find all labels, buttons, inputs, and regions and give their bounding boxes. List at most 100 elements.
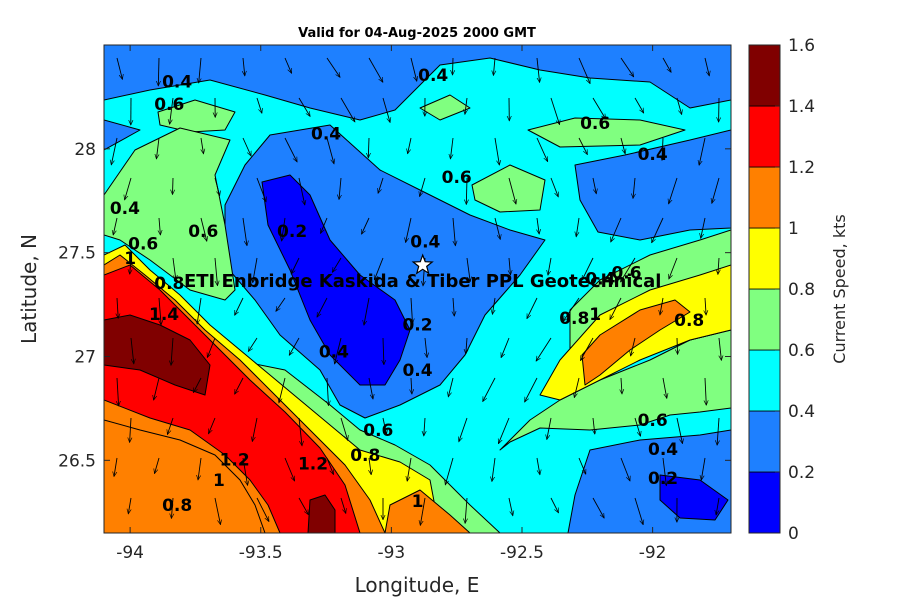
current-vector-arrow [154,377,160,400]
current-vector-arrow [509,257,511,275]
contour-label: 0.4 [402,361,432,381]
colorbar-tick-label: 1.2 [788,158,815,178]
current-vector-arrow [537,217,539,234]
speed-band-0.6-0.8 [471,164,546,213]
speed-band-1.0-1.2 [581,299,691,386]
site-label: ETI Enbridge Kaskida & Tiber PPL Geotech… [184,271,661,292]
speed-band-0.2-0.4 [574,129,731,241]
current-vector-arrow [125,177,132,200]
current-vector-arrow [284,457,295,481]
current-vector-arrow [253,257,258,283]
contour-label: 0.4 [311,124,341,144]
colorbar-tick-label: 0.4 [788,402,815,422]
current-vector-arrow [289,337,300,355]
current-vector-arrow [326,457,334,475]
contour-label: 1 [589,305,601,325]
colorbar-tick-label: 0 [788,524,799,544]
contour-label: 1 [124,249,136,269]
current-vector-arrow [279,377,286,403]
speed-band-0.6-0.8 [157,99,236,133]
current-vector-arrow [453,297,454,316]
colorbar-swatch [748,410,781,473]
current-vector-arrow [113,217,118,235]
current-vector-arrow [411,377,412,394]
current-vector-arrow [578,57,591,84]
contour-label: 0.8 [154,274,184,294]
current-vector-arrow [592,177,596,194]
current-vector-arrow [256,177,266,202]
current-vector-arrow [717,417,719,445]
current-vector-arrow [466,177,467,204]
contour-label: 0.4 [418,66,448,86]
current-vector-arrow [420,497,426,525]
current-vector-arrow [242,457,248,485]
current-vector-arrow [592,497,605,518]
current-vector-arrow [326,57,340,77]
current-vector-arrow [252,417,258,442]
current-vector-arrow [536,57,540,82]
current-vector-arrow [298,417,302,446]
y-axis: 26.5 27 27.5 28 [58,140,731,471]
current-vector-arrow [420,177,426,197]
x-axis-title: Longitude, E [355,573,480,597]
current-vector-arrow [593,417,595,434]
current-vector-arrow [327,377,329,406]
colorbar: 0 0.2 0.4 0.6 0.8 1 1.2 1.4 1.6 [748,36,815,544]
current-vector-arrow [368,57,383,82]
contour-label: 0.4 [319,342,349,362]
y-tick-label: 27 [74,347,96,367]
current-vector-arrow [276,297,286,311]
current-vector-arrow [214,497,221,525]
current-vector-arrow [117,377,119,406]
current-vector-arrow [712,177,720,203]
current-vector-arrow [494,217,500,239]
current-vector-arrow [492,297,495,314]
current-vector-arrow [117,297,118,318]
current-vector-arrow [256,97,262,113]
contour-label: 0.2 [277,222,307,242]
current-vector-arrow [494,137,499,165]
current-vector-arrow [550,177,558,197]
speed-band-1.4-1.6 [104,314,211,396]
current-vector-arrow [676,97,682,115]
contour-label: 0.8 [674,311,704,331]
colorbar-tick-label: 0.8 [788,280,815,300]
contour-label: 0.4 [648,440,678,460]
current-vector-arrow [508,497,513,516]
x-tick-label: -93.5 [239,543,283,563]
current-vector-arrow [550,497,559,513]
current-vector-arrow [424,417,425,436]
x-tick-label: -93 [377,543,405,563]
current-vector-arrow [631,337,636,356]
current-vector-arrow [411,297,413,323]
speed-band-0.6-0.8 [104,127,236,301]
current-vector-arrow [242,137,252,156]
current-vector-arrow [660,297,664,315]
current-vector-arrow [282,217,286,241]
contour-label: 0.6 [580,114,610,134]
current-vector-arrow [378,177,384,193]
current-vector-arrow [339,177,341,200]
current-vector-arrow [298,497,309,515]
current-vector-arrow [716,497,720,515]
current-vector-arrow [111,137,118,165]
current-vector-arrow [581,257,594,280]
contour-label: 0.6 [442,168,472,188]
contour-label: 0.8 [559,309,589,329]
contour-label: 1.2 [220,450,250,470]
current-vector-arrow [368,137,369,158]
speed-band-1.0-1.2 [384,489,471,533]
current-vector-arrow [621,377,622,394]
colorbar-swatch [748,105,781,168]
chart-title: Valid for 04-Aug-2025 2000 GMT [298,26,536,41]
current-vector-arrow [316,297,328,317]
current-vector-arrow [374,257,384,280]
current-vector-arrow [701,457,706,480]
current-vector-arrow [578,457,586,474]
contour-label: 0.6 [611,263,641,283]
current-vector-arrow [634,497,643,525]
plot-frame [103,44,732,534]
current-vector-arrow [171,337,173,365]
speed-band-1.4-1.6 [307,494,336,533]
